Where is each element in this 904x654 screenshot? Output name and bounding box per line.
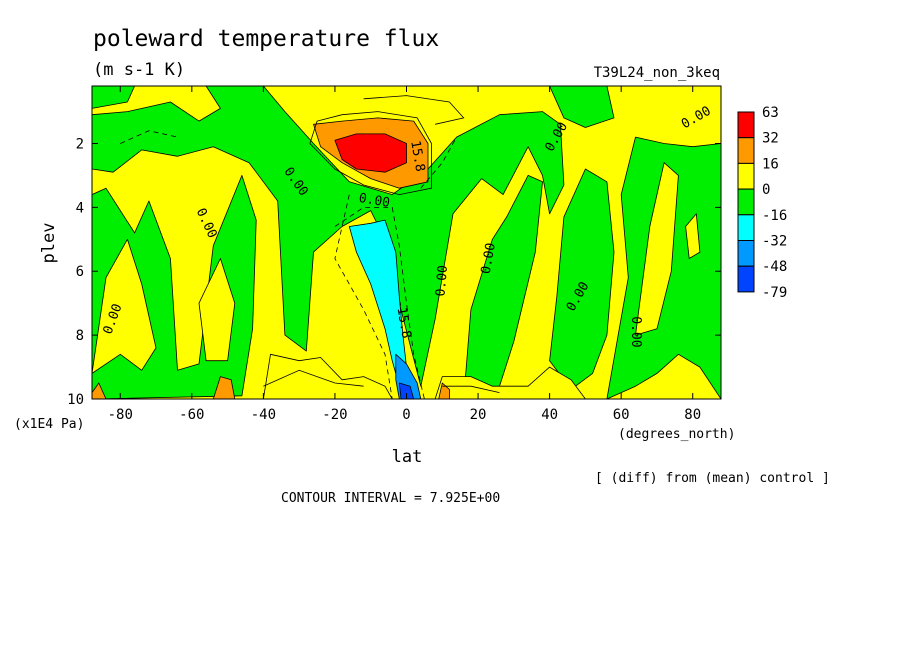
x-axis-ticks: -80 -60 -40 -20 0 20 40 60 80 bbox=[108, 86, 701, 423]
region-yellow-west-bottom bbox=[262, 353, 393, 399]
contour-label-3: 0.00 bbox=[358, 191, 391, 211]
region-yellow-plume-left bbox=[92, 238, 157, 374]
y-tick-label: 2 bbox=[76, 136, 84, 152]
colorbar-swatch bbox=[737, 162, 755, 190]
region-green-cap-left bbox=[92, 86, 136, 109]
colorbar-label: 16 bbox=[762, 156, 779, 172]
region-green-right-middle bbox=[549, 168, 615, 390]
plot-area: 0.000.000.000.0015.8-15.80.000.000.000.0… bbox=[91, 85, 722, 400]
colorbar-label: -16 bbox=[762, 208, 787, 224]
contour-solid-2 bbox=[263, 369, 364, 387]
filled-contour-regions bbox=[92, 86, 721, 399]
region-yellow-plume-mid bbox=[198, 258, 236, 362]
y-axis-ticks: 2 4 6 8 10 bbox=[67, 136, 721, 408]
x-tick-label: 60 bbox=[613, 407, 630, 423]
colorbar-swatch bbox=[737, 137, 755, 164]
colorbar-label: 0 bbox=[762, 182, 770, 198]
contour-label-4: 15.8 bbox=[407, 140, 427, 173]
contour-label-5: -15.8 bbox=[392, 299, 414, 340]
y-tick-label: 6 bbox=[76, 264, 84, 280]
x-tick-label: -60 bbox=[179, 407, 204, 423]
colorbar-label: -79 bbox=[762, 285, 787, 301]
region-green-top-right bbox=[549, 86, 615, 128]
x-tick-label: -80 bbox=[108, 407, 133, 423]
x-tick-label: 40 bbox=[541, 407, 558, 423]
contour-label-7: 0.00 bbox=[479, 242, 499, 275]
x-axis-label: lat bbox=[392, 447, 423, 467]
contour-lines bbox=[120, 95, 500, 399]
y-tick-label: 8 bbox=[76, 328, 84, 344]
x-tick-label: 20 bbox=[470, 407, 487, 423]
y-tick-label: 10 bbox=[67, 392, 84, 408]
x-tick-label: 80 bbox=[684, 407, 701, 423]
x-tick-label: -20 bbox=[322, 407, 347, 423]
colorbar-swatch bbox=[737, 188, 755, 216]
region-yellow-channel-east bbox=[635, 162, 679, 336]
colorbar-label: 63 bbox=[762, 105, 779, 121]
contour-solid-0 bbox=[309, 111, 432, 196]
colorbar-swatch bbox=[737, 265, 755, 293]
contour-dashed-3 bbox=[120, 130, 178, 144]
chart-units: (m s-1 K) bbox=[93, 60, 185, 80]
y-tick-label: 4 bbox=[76, 200, 84, 216]
contour-label-10: 0.00 bbox=[628, 316, 643, 347]
contour-solid-3 bbox=[442, 385, 500, 393]
comparison-note: [ (diff) from (mean) control ] bbox=[595, 471, 830, 486]
region-green-central-band bbox=[92, 86, 565, 387]
x-axis-units: (degrees_north) bbox=[618, 427, 735, 442]
colorbar-swatch bbox=[737, 240, 755, 267]
region-yellow-east-bottom bbox=[434, 366, 586, 399]
run-label: T39L24_non_3keq bbox=[594, 65, 720, 81]
region-deep-blue-core bbox=[398, 382, 415, 399]
region-orange-bottom-east bbox=[438, 382, 450, 399]
colorbar-label: 32 bbox=[762, 131, 779, 147]
y-axis-label: plev bbox=[39, 223, 59, 264]
colorbar: 63 32 16 0 -16 -32 -48 -79 bbox=[737, 105, 787, 301]
colorbar-swatch bbox=[737, 214, 755, 242]
contour-dashed-0 bbox=[334, 206, 425, 399]
contour-solid-1 bbox=[363, 95, 465, 125]
colorbar-label: -48 bbox=[762, 259, 787, 275]
colorbar-swatch bbox=[737, 111, 755, 139]
contour-interval: CONTOUR INTERVAL = 7.925E+00 bbox=[281, 491, 500, 506]
contour-label-6: 0.00 bbox=[433, 265, 451, 298]
colorbar-label: -32 bbox=[762, 234, 787, 250]
chart-title: poleward temperature flux bbox=[93, 26, 439, 52]
region-orange-bottom-left bbox=[92, 382, 107, 399]
region-yellow-spot-east bbox=[685, 213, 701, 259]
region-red-upper-core bbox=[334, 133, 407, 173]
contour-dashed-2 bbox=[420, 136, 457, 189]
x-tick-label: -40 bbox=[251, 407, 276, 423]
region-orange-bottom-mid bbox=[212, 376, 236, 399]
y-axis-units: (x1E4 Pa) bbox=[14, 417, 84, 432]
x-tick-label: 0 bbox=[402, 407, 410, 423]
